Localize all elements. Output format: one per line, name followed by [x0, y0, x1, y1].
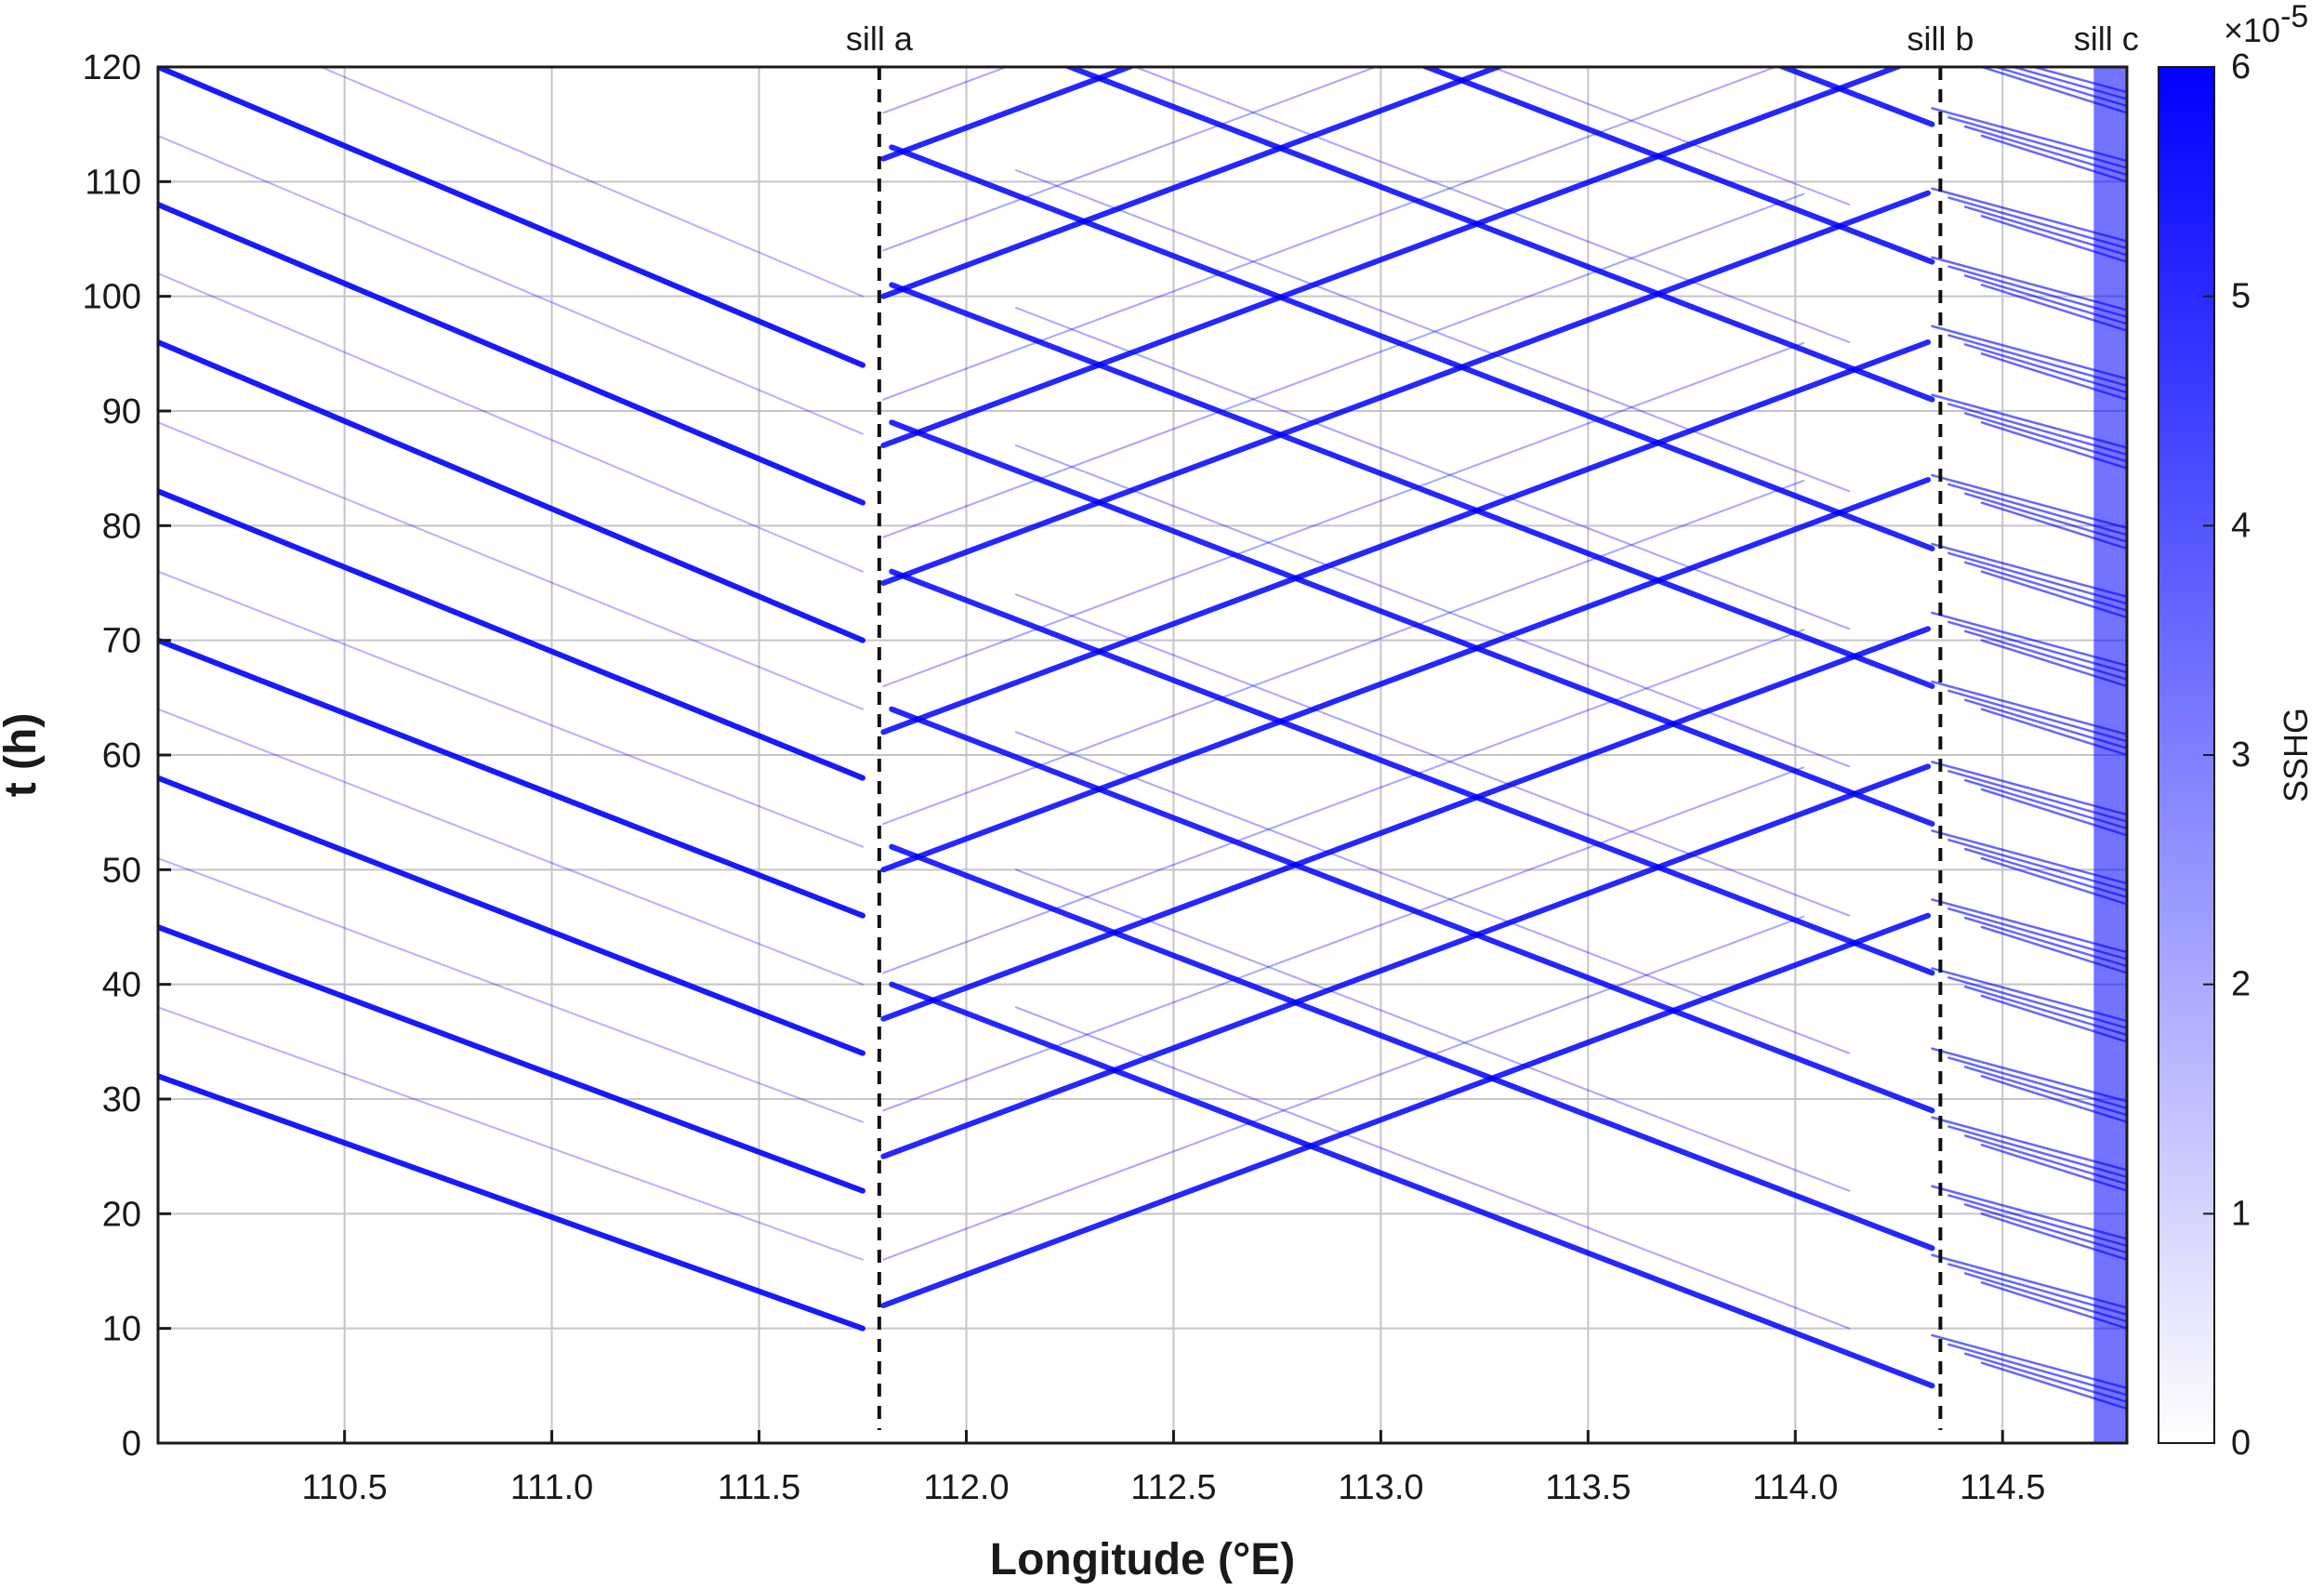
beam-west-a-3: [158, 637, 866, 919]
colorbar-exponent-base: ×10: [2224, 11, 2280, 49]
beam-west-a-faint-2: [158, 708, 865, 986]
beam-west-b-6: [889, 144, 1935, 551]
y-tick-label-3: 30: [102, 1080, 141, 1120]
beam-west-a-1: [158, 924, 866, 1194]
y-tick-label-11: 110: [85, 163, 141, 202]
x-tick-label-7: 114.0: [1752, 1468, 1838, 1507]
beam-west-b-faint-8: [1489, 67, 1851, 205]
y-tick-label-10: 100: [83, 278, 141, 317]
colorbar-tick-label-3: 3: [2231, 735, 2251, 775]
beam-west-b-faint-5: [1015, 307, 1851, 630]
y-tick-label-8: 80: [102, 507, 141, 546]
beam-east-a-faint-0: [882, 915, 1805, 1261]
y-axis-title: t (h): [0, 713, 46, 798]
colorbar-exponent-power: -5: [2280, 0, 2308, 34]
y-tick-label-0: 0: [122, 1424, 141, 1464]
colorbar-tick-label-1: 1: [2231, 1194, 2251, 1233]
y-tick-label-4: 40: [102, 966, 141, 1005]
beam-west-b-3: [889, 568, 1935, 976]
beam-west-b-2: [889, 706, 1935, 1114]
beam-west-b-faint-4: [1015, 444, 1851, 768]
beam-west-a-faint-5: [158, 272, 865, 573]
x-tick-label-4: 112.5: [1130, 1468, 1216, 1507]
beam-east-a-8: [880, 67, 1138, 162]
beam-east-a-2: [880, 626, 1931, 1022]
beam-west-a-5: [158, 339, 866, 643]
beam-east-a-4: [880, 339, 1931, 735]
y-tick-label-7: 70: [102, 622, 141, 661]
sill-label-2: sill c: [2074, 20, 2139, 58]
colorbar-tick-label-2: 2: [2231, 965, 2251, 1004]
beam-west-b-faint-6: [1015, 169, 1851, 493]
beam-east-a-7: [880, 67, 1506, 299]
y-tick-label-1: 10: [102, 1310, 141, 1349]
x-tick-label-6: 113.5: [1545, 1468, 1631, 1507]
colorbar-ticks: 0 1 2 3 4 5 6: [2203, 47, 2251, 1463]
beam-west-a-faint-6: [158, 135, 865, 435]
beam-west-b-1: [889, 843, 1935, 1252]
beam-west-a-2: [158, 775, 866, 1056]
beam-west-a-0: [158, 1073, 866, 1332]
beam-west-a-faint-1: [158, 857, 865, 1123]
x-axis-title: Longitude (°E): [990, 1535, 1295, 1584]
y-axis-ticks: 0 10 20 30 40 50 60 70 80 90 100 110 120: [83, 48, 171, 1464]
beam-west-b-faint-0: [1015, 1006, 1851, 1330]
colorbar-tick-label-4: 4: [2231, 506, 2251, 545]
beam-west-b-8: [1419, 67, 1935, 265]
beam-west-b-faint-3: [1015, 593, 1851, 917]
beam-west-a-4: [158, 488, 866, 781]
colorbar-exponent: ×10-5: [2224, 0, 2308, 49]
sill-markers: sill a sill b sill c: [846, 20, 2139, 1430]
wave-beams: [158, 67, 2127, 1443]
beam-west-b-faint-7: [1132, 67, 1851, 343]
beam-west-a-faint-7: [318, 67, 865, 298]
colorbar-tick-label-6: 6: [2231, 47, 2251, 86]
colorbar-tick-label-0: 0: [2231, 1424, 2251, 1463]
beam-west-b-4: [889, 419, 1935, 827]
beam-east-a-5: [880, 190, 1931, 586]
beam-west-a-6: [158, 202, 866, 506]
x-tick-label-2: 111.5: [718, 1468, 800, 1507]
beam-east-a-faint-7: [882, 67, 1379, 252]
beam-west-a-faint-0: [158, 1006, 865, 1261]
y-tick-label-2: 20: [102, 1195, 141, 1234]
y-tick-label-5: 50: [102, 851, 141, 890]
beam-west-a-7: [158, 67, 866, 368]
x-tick-label-1: 111.0: [510, 1468, 593, 1507]
beam-west-b-0: [889, 981, 1935, 1389]
y-tick-label-9: 90: [102, 392, 141, 431]
colorbar-title: SSHG: [2277, 708, 2315, 802]
sill-label-1: sill b: [1907, 20, 1974, 58]
colorbar-tick-label-5: 5: [2231, 277, 2251, 316]
beam-east-a-faint-1: [882, 766, 1805, 1112]
beam-west-b-faint-1: [1015, 868, 1851, 1192]
y-tick-label-12: 120: [83, 48, 141, 87]
beam-east-a-0: [880, 912, 1931, 1308]
x-tick-label-0: 110.5: [302, 1468, 388, 1507]
x-tick-label-5: 113.0: [1338, 1468, 1423, 1507]
beam-west-b-7: [1062, 67, 1935, 403]
x-tick-label-3: 112.0: [923, 1468, 1009, 1507]
beam-west-a-faint-3: [158, 570, 865, 848]
beam-east-a-3: [880, 477, 1931, 873]
beam-east-a-faint-2: [882, 629, 1805, 974]
beam-west-b-5: [889, 282, 1935, 689]
y-tick-label-6: 60: [102, 736, 141, 775]
sill-c-band: [2093, 67, 2127, 1443]
beam-west-a-faint-4: [158, 421, 865, 710]
x-tick-label-8: 114.5: [1960, 1468, 2045, 1507]
x-axis-ticks: 110.5 111.0 111.5 112.0 112.5 113.0 113.5 114.0…: [302, 1430, 2045, 1507]
beam-east-a-1: [880, 763, 1931, 1159]
beam-west-b-faint-2: [1015, 731, 1851, 1054]
beam-west-b-faint-9: [1846, 67, 1851, 68]
sill-label-0: sill a: [846, 20, 914, 58]
beam-east-a-6: [880, 67, 1906, 448]
